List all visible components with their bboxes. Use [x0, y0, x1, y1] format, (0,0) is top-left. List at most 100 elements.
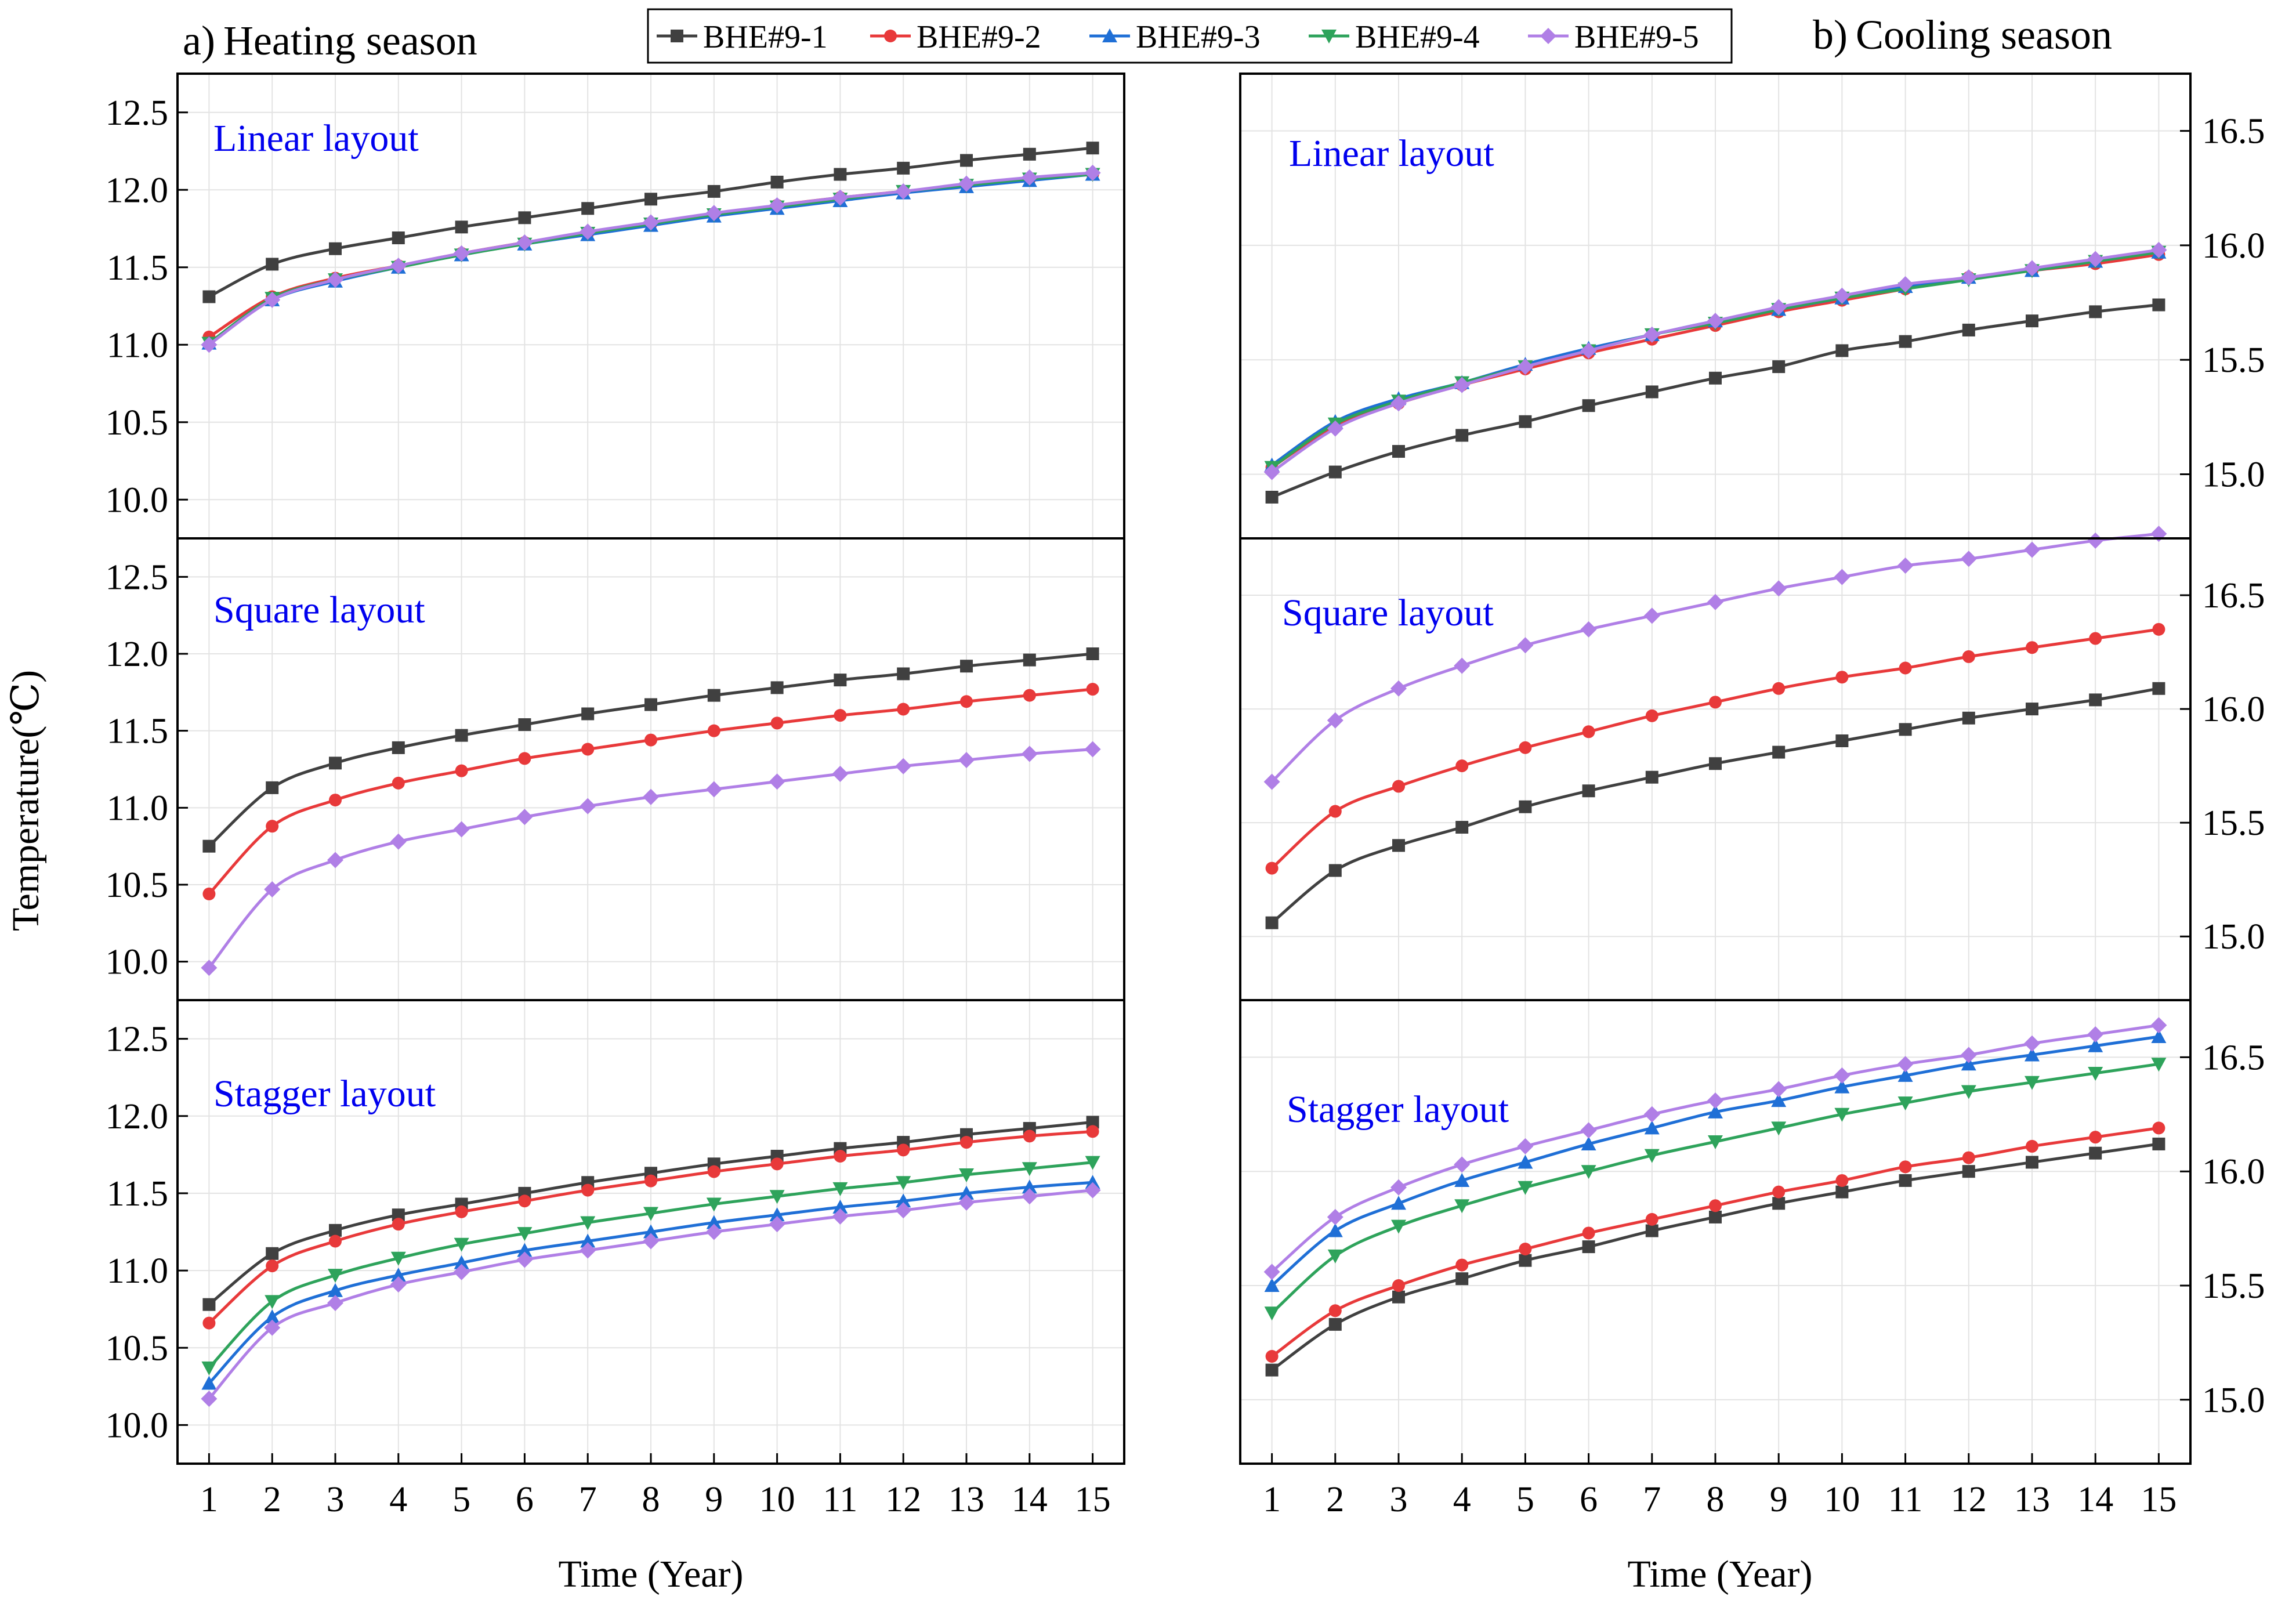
data-point	[643, 788, 659, 805]
y-tick-label: 16.0	[2202, 1152, 2265, 1192]
data-point	[958, 1194, 975, 1211]
x-axis: 1 2 3 4 5 6 7 8 9 10 11 12 13 14 15	[1263, 1453, 2177, 1519]
data-point	[1265, 916, 1279, 929]
data-point	[1707, 1092, 1723, 1109]
data-point	[2087, 251, 2104, 267]
data-point	[2025, 1047, 2040, 1062]
data-point	[518, 718, 531, 732]
data-point	[1455, 1258, 1469, 1272]
data-point	[770, 716, 784, 730]
data-point	[1454, 657, 1471, 674]
x-tick-label: 15	[2141, 1480, 2177, 1519]
data-point	[2026, 703, 2038, 716]
data-point	[455, 729, 468, 742]
data-point	[1084, 1182, 1101, 1199]
y-axis: 10.0 10.5 11.0 11.5 12.0 12.5	[106, 93, 188, 520]
data-point	[328, 1269, 343, 1283]
data-point	[1645, 770, 1658, 784]
plot-frame	[176, 999, 1125, 1465]
data-point	[1835, 734, 1849, 747]
data-point	[390, 258, 407, 274]
data-point	[580, 1242, 596, 1259]
data-point	[1835, 671, 1849, 684]
data-point	[959, 1168, 974, 1182]
data-point	[1392, 445, 1405, 458]
data-point	[644, 698, 657, 711]
data-point	[1263, 773, 1280, 790]
x-tick-label: 3	[1390, 1480, 1408, 1519]
x-tick-label: 10	[759, 1480, 795, 1519]
layout-label: Linear layout	[213, 117, 419, 160]
series-bhe-9-3	[201, 1175, 1100, 1390]
data-point	[265, 1295, 280, 1309]
data-point	[1645, 1212, 1658, 1226]
x-tick-label: 2	[263, 1480, 281, 1519]
data-point	[705, 1223, 722, 1240]
data-point	[643, 1224, 658, 1239]
data-point	[453, 245, 470, 262]
x-tick-label: 6	[516, 1480, 534, 1519]
data-point	[1961, 1085, 1976, 1099]
legend-marker-square	[671, 30, 683, 42]
data-point	[1899, 1160, 1912, 1174]
data-point	[1899, 1174, 1912, 1187]
data-point	[834, 674, 847, 687]
data-point	[832, 1199, 848, 1214]
data-point	[1021, 745, 1038, 762]
data-point	[455, 764, 468, 777]
series-bhe-9-3	[1264, 1029, 2167, 1292]
data-point	[1264, 1277, 1280, 1292]
y-axis: 15.0 15.5 16.0 16.5	[2180, 1038, 2265, 1420]
data-point	[329, 242, 342, 255]
data-point	[581, 202, 595, 215]
data-point	[1708, 1104, 1723, 1118]
legend-marker-diamond	[1540, 28, 1556, 44]
data-point	[327, 1295, 343, 1312]
legend-marker-triangle-down	[1321, 30, 1337, 44]
data-point	[1328, 864, 1342, 877]
data-point	[1392, 1279, 1405, 1292]
data-point	[1835, 1174, 1849, 1187]
data-point	[834, 1149, 847, 1163]
data-point	[1327, 1223, 1343, 1237]
data-point	[2152, 1137, 2165, 1150]
series-bhe-9-2	[202, 1125, 1099, 1330]
data-point	[2089, 632, 2102, 645]
data-point	[2088, 1066, 2103, 1081]
data-point	[580, 1233, 596, 1248]
data-point	[1897, 276, 1914, 293]
data-point	[2089, 1131, 2102, 1144]
data-point	[895, 758, 912, 774]
x-tick-label: 7	[1643, 1480, 1661, 1519]
series-bhe-9-2	[202, 683, 1099, 900]
heating-linear-panel: 10.0 10.5 11.0 11.5 12.0 12.5 Linear layout	[106, 73, 1125, 540]
data-point	[518, 1194, 531, 1208]
x-tick-label: 12	[885, 1480, 921, 1519]
data-point	[201, 960, 218, 976]
data-point	[581, 1183, 595, 1197]
data-point	[518, 211, 531, 225]
data-point	[1709, 757, 1722, 770]
data-point	[1771, 1093, 1787, 1107]
data-point	[1962, 1165, 1975, 1178]
data-point	[1022, 1162, 1037, 1177]
data-point	[1263, 464, 1280, 480]
y-axis: 15.0 15.5 16.0 16.5	[2180, 112, 2265, 495]
data-point	[1519, 1254, 1532, 1267]
heating-title: a) Heating season	[183, 17, 477, 64]
data-point	[1086, 1116, 1099, 1129]
data-point	[516, 1251, 533, 1268]
data-point	[517, 1227, 533, 1241]
data-point	[1582, 1226, 1595, 1240]
data-point	[1084, 164, 1101, 181]
data-point	[958, 752, 975, 769]
data-point	[201, 1375, 217, 1390]
data-point	[202, 839, 216, 853]
data-point	[1085, 1156, 1100, 1170]
data-point	[1518, 1154, 1533, 1169]
data-point	[1455, 1272, 1469, 1286]
data-point	[2024, 260, 2040, 277]
data-point	[1962, 711, 1975, 725]
data-point	[643, 1233, 659, 1250]
cooling-stagger-panel: 15.015.516.016.51 2 3 4 5 6 7 8 9 10 11 12 13 14 15Sta…	[1239, 999, 2265, 1519]
